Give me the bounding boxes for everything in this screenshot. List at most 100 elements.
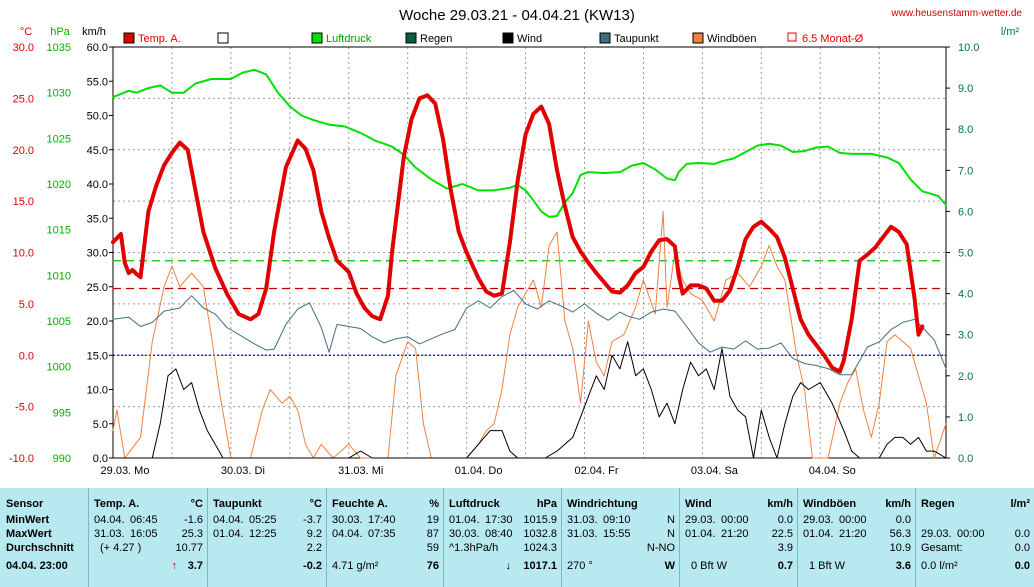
dir-min-date: 31.03. [567, 514, 598, 526]
legend-swatch [123, 32, 135, 44]
temp-tick-label: 10.0 [13, 248, 34, 260]
legend-swatch [787, 32, 797, 42]
wind-tick-label: 40.0 [87, 179, 108, 191]
dir-min-time: 09:10 [603, 514, 631, 526]
dew-min-date: 04.04. [213, 514, 244, 526]
gust-unit: km/h [885, 498, 911, 510]
hum-avg-value: 59 [426, 542, 439, 554]
row-label-avg: Durchschnitt [6, 542, 74, 554]
wind-min-time: 00:00 [721, 514, 749, 526]
series-line [112, 290, 947, 376]
press-tick-label: 1035 [47, 42, 71, 54]
row-label-min: MinWert [6, 514, 50, 526]
dew-current-value: -0.2 [303, 560, 322, 572]
rain-rate: 0.0 l/m² [921, 560, 958, 572]
dew-min-time: 05:25 [249, 514, 277, 526]
press-avg-value: 1024.3 [523, 542, 557, 554]
hum-min-time: 17:40 [368, 514, 396, 526]
wind-beaufort: 0 Bft W [691, 560, 728, 572]
panel-wind-direction: Windrichtung 31.03. 09:10 N 31.03. 15:55 N N… [561, 492, 679, 581]
temp-tick-label: 20.0 [13, 145, 34, 157]
press-tick-label: 1015 [47, 225, 71, 237]
hum-unit: % [429, 498, 439, 510]
panel-dewpoint: Taupunkt °C 04.04. 05:25 -3.7 01.04. 12:25 9.… [207, 492, 326, 581]
dir-avg-value: N-NO [646, 542, 675, 554]
temp-avg-value: 10.77 [175, 542, 203, 554]
hum-title: Feuchte A. [332, 498, 388, 510]
panel-rain: Regen l/m² 29.03. 00:00 0.0 Gesamt: 0.0 0.0 … [915, 492, 1034, 581]
series-line [112, 210, 947, 459]
wind-tick-label: 50.0 [87, 111, 108, 123]
wind-current-value: 0.7 [777, 560, 793, 572]
panel-temp: Temp. A. °C 04.04. 06:45 -1.6 31.03. 16:05 25… [88, 492, 207, 581]
dew-max-value: 9.2 [306, 528, 322, 540]
legend-label: Taupunkt [614, 33, 659, 45]
temp-unit-label: °C [20, 26, 32, 38]
panel-gusts: Windböen km/h 29.03. 00:00 0.0 01.04. 21:20 5… [797, 492, 915, 581]
temp-tick-label: 15.0 [13, 196, 34, 208]
temp-tick-label: -5.0 [15, 402, 34, 414]
hum-max-value: 87 [426, 528, 439, 540]
dir-title: Windrichtung [567, 498, 638, 510]
gust-min-date: 29.03. [803, 514, 834, 526]
press-tick-label: 1005 [47, 316, 71, 328]
dew-max-date: 01.04. [213, 528, 244, 540]
gust-max-date: 01.04. [803, 528, 834, 540]
wind-max-value: 22.5 [771, 528, 793, 540]
wind-tick-label: 30.0 [87, 248, 108, 260]
dir-max-date: 31.03. [567, 528, 598, 540]
rain-max-time: 00:00 [957, 528, 985, 540]
panel-pressure: Luftdruck hPa 01.04. 17:30 1015.9 30.03. 08:… [443, 492, 561, 581]
rain-total-value: 0.0 [1014, 542, 1030, 554]
temp-tick-label: -10.0 [9, 453, 34, 465]
legend-swatch [599, 32, 611, 44]
temp-up-arrow-icon: ↑ [171, 560, 178, 572]
day-tick-label: 03.04. Sa [691, 465, 739, 477]
press-current-value: 1017.1 [523, 560, 557, 572]
press-tick-label: 990 [53, 453, 71, 465]
rain-tick-label: 1.0 [958, 412, 973, 424]
legend-label: Luftdruck [326, 33, 372, 45]
rain-tick-label: 9.0 [958, 83, 973, 95]
weather-chart: Woche 29.03.21 - 04.04.21 (KW13) www.heus… [9, 7, 1023, 477]
wind-tick-label: 20.0 [87, 316, 108, 328]
rain-tick-label: 2.0 [958, 371, 973, 383]
gust-min-time: 00:00 [839, 514, 867, 526]
temp-title: Temp. A. [94, 498, 140, 510]
day-tick-label: 02.04. Fr [574, 465, 618, 477]
legend-label: Temp. A. [138, 33, 181, 45]
wind-tick-label: 5.0 [93, 419, 108, 431]
legend-swatch [311, 32, 323, 44]
wind-max-time: 21:20 [721, 528, 749, 540]
dir-max-value: N [667, 528, 675, 540]
statistics-table: Sensor MinWert MaxWert Durchschnitt 04.0… [0, 488, 1034, 587]
press-max-date: 30.03. [449, 528, 480, 540]
temp-max-time: 16:05 [130, 528, 158, 540]
temp-trend: (+ 4.27 ) [100, 542, 142, 554]
hum-max-date: 04.04. [332, 528, 363, 540]
legend-label: Windböen [707, 33, 757, 45]
dew-avg-value: 2.2 [306, 542, 322, 554]
hum-absolute: 4.71 g/m² [332, 560, 379, 572]
temp-tick-label: 5.0 [19, 299, 34, 311]
wind-max-date: 01.04. [685, 528, 716, 540]
dew-unit: °C [309, 498, 322, 510]
panel-sensor: Sensor MinWert MaxWert Durchschnitt 04.0… [0, 492, 88, 581]
dew-title: Taupunkt [213, 498, 262, 510]
hum-min-date: 30.03. [332, 514, 363, 526]
press-tick-label: 995 [53, 407, 71, 419]
rain-max-value: 0.0 [1014, 528, 1030, 540]
legend-swatch [405, 32, 417, 44]
dew-max-time: 12:25 [249, 528, 277, 540]
dir-min-value: N [667, 514, 675, 526]
panel-humidity: Feuchte A.% 30.03. 17:40 19 04.04. 07:35 87 … [326, 492, 443, 581]
rain-tick-label: 7.0 [958, 165, 973, 177]
gust-max-time: 21:20 [839, 528, 867, 540]
temp-min-date: 04.04. [94, 514, 125, 526]
gust-avg-value: 10.9 [889, 542, 911, 554]
hum-current-value: 76 [426, 560, 439, 572]
dir-current-value: W [664, 560, 675, 572]
gust-beaufort: 1 Bft W [809, 560, 846, 572]
rain-tick-label: 10.0 [958, 42, 979, 54]
wind-unit-label: km/h [82, 26, 106, 38]
